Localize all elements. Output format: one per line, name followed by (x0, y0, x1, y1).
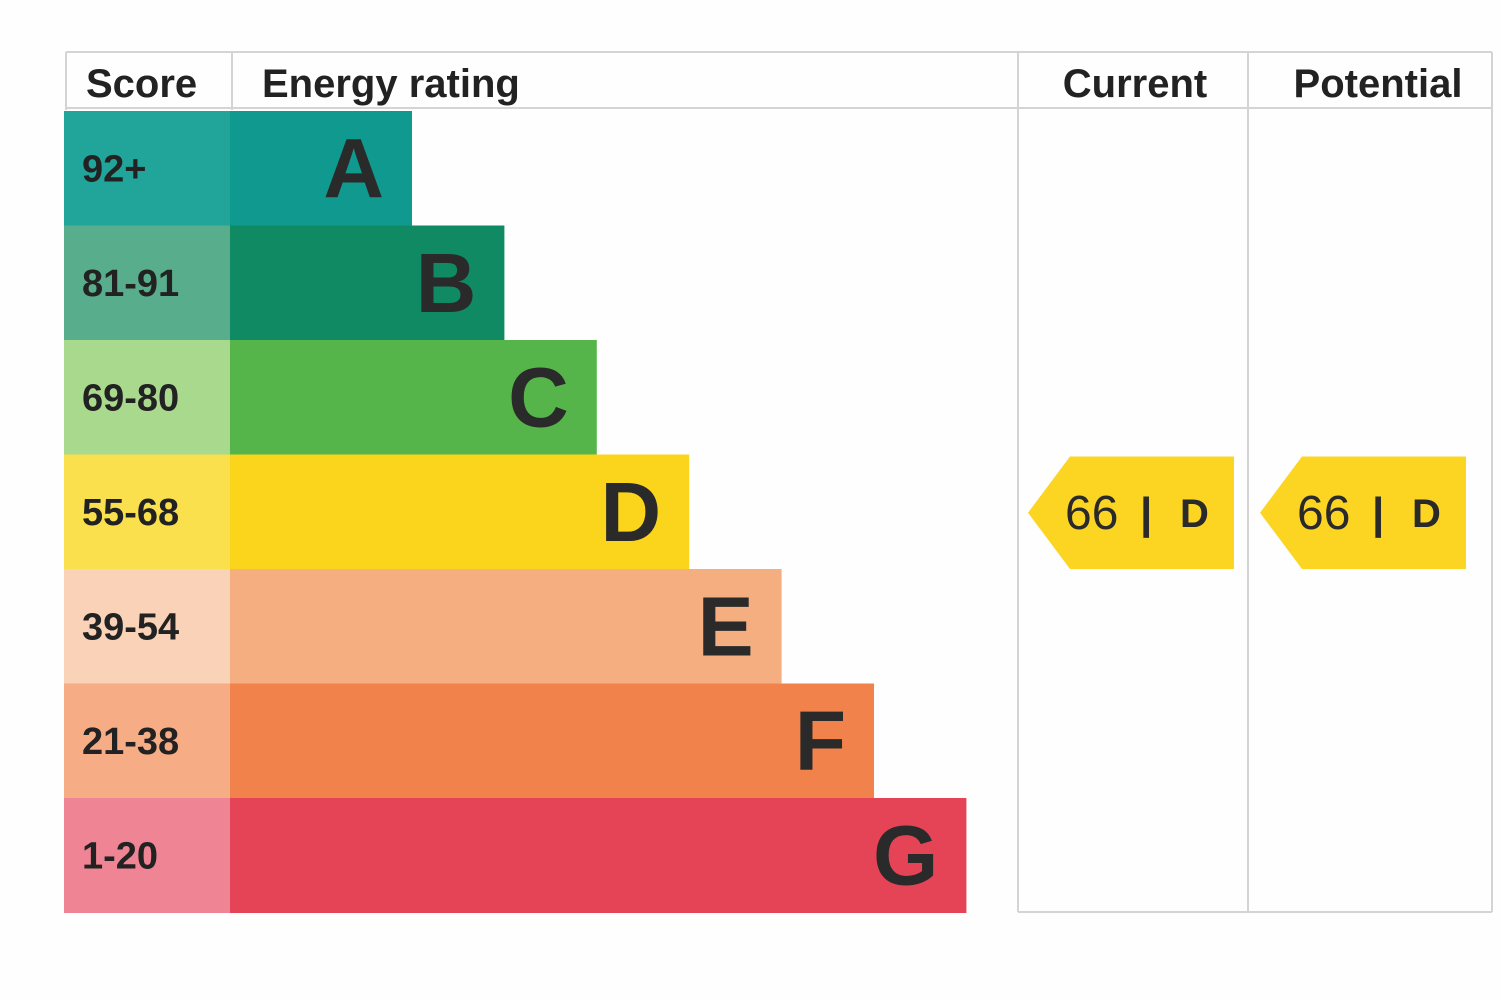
potential-rating-tag-separator: | (1372, 489, 1384, 539)
band-row-d: 55-68 D (64, 454, 690, 570)
potential-rating-tag-arrow (1260, 456, 1466, 569)
rating-letter-g: G (873, 808, 938, 902)
rating-tags: 66 | D 66 | D (1028, 456, 1466, 569)
current-rating-tag-score: 66 (1065, 487, 1118, 540)
score-range-a: 92+ (82, 148, 146, 190)
score-cell-e (64, 569, 230, 684)
potential-rating-tag-score: 66 (1297, 487, 1350, 540)
current-rating-tag: 66 | D (1028, 456, 1234, 569)
potential-header: Potential (1294, 62, 1463, 106)
rating-bar-g (230, 798, 967, 913)
score-range-e: 39-54 (82, 606, 179, 648)
rating-bar-c (230, 340, 597, 455)
current-rating-tag-band: D (1180, 492, 1209, 536)
score-cell-a (64, 111, 230, 226)
score-cell-c (64, 340, 230, 455)
rating-letter-a: A (323, 121, 384, 215)
rating-letter-b: B (416, 236, 477, 330)
potential-rating-tag-band: D (1412, 492, 1441, 536)
energy-rating-header: Energy rating (262, 62, 520, 106)
score-range-g: 1-20 (82, 835, 158, 877)
score-cell-g (64, 798, 230, 913)
rating-bar-a (230, 111, 412, 226)
band-row-c: 69-80 C (64, 340, 597, 455)
band-row-g: 1-20 G (64, 798, 967, 913)
band-row-b: 81-91 B (64, 225, 505, 341)
current-rating-tag-arrow (1028, 456, 1234, 569)
score-cell-b (64, 225, 230, 341)
score-range-d: 55-68 (82, 492, 179, 534)
current-rating-tag-separator: | (1140, 489, 1152, 539)
rating-bar-e (230, 569, 782, 684)
band-row-f: 21-38 F (64, 683, 874, 799)
rating-letter-c: C (508, 350, 569, 444)
score-cell-f (64, 683, 230, 799)
rating-letter-f: F (795, 694, 846, 788)
band-row-e: 39-54 E (64, 569, 782, 684)
rating-bar-b (230, 225, 505, 341)
rating-bar-f (230, 683, 874, 799)
potential-rating-tag: 66 | D (1260, 456, 1466, 569)
chart-frame (65, 51, 1493, 913)
rating-bar-d (230, 454, 690, 570)
score-header: Score (86, 62, 197, 106)
score-range-b: 81-91 (82, 263, 179, 305)
score-cell-d (64, 454, 230, 570)
current-header: Current (1063, 62, 1207, 106)
rating-letter-e: E (698, 579, 754, 673)
score-range-f: 21-38 (82, 721, 179, 763)
score-range-c: 69-80 (82, 377, 179, 419)
rating-bands: 92+ A 81-91 B 69-80 C 55-68 D 39-54 E 21-38 F 1-20 G (64, 111, 967, 913)
rating-letter-d: D (601, 465, 662, 559)
band-row-a: 92+ A (64, 111, 412, 226)
